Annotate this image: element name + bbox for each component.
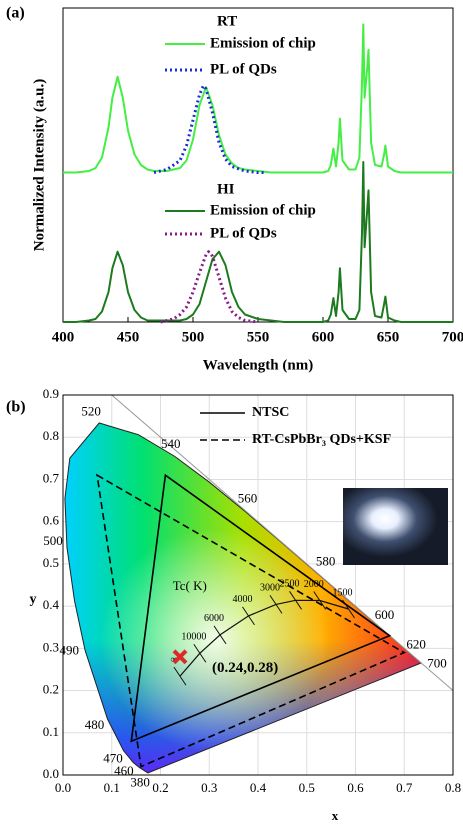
wavelength-label: 520 (81, 404, 101, 419)
wavelength-label: 480 (85, 717, 105, 732)
x-tick-label: 400 (52, 329, 75, 345)
legend-label: NTSC (252, 405, 289, 420)
y-tick-label: 0.2 (43, 682, 59, 697)
x-tick-label: 0.4 (250, 780, 267, 795)
y-tick-label: 0.9 (43, 386, 59, 401)
y-tick-label: 0.0 (43, 766, 59, 781)
x-tick-label: 0.3 (201, 780, 217, 795)
y-tick-label: 0.8 (43, 428, 59, 443)
x-tick-label: 0.6 (347, 780, 364, 795)
x-tick-label: 500 (182, 329, 205, 345)
y-tick-label: 0.4 (43, 597, 60, 612)
x-tick-label: 0.1 (104, 780, 120, 795)
wavelength-label: 490 (59, 643, 79, 658)
x-tick-label: 550 (247, 329, 270, 345)
inset-photo (343, 488, 448, 565)
legend-label: Emission of chip (210, 35, 316, 51)
legend-label: Emission of chip (210, 202, 316, 218)
y-tick-label: 0.6 (43, 513, 60, 528)
x-tick-label: 450 (117, 329, 140, 345)
y-tick-label: 0.3 (43, 639, 59, 654)
y-tick-label: 0.5 (43, 555, 59, 570)
x-axis-label: Wavelength (nm) (203, 357, 313, 373)
cct-label: 2500 (280, 579, 300, 590)
cct-label: 6000 (204, 613, 224, 624)
cct-title: Tc( K) (173, 578, 207, 593)
wavelength-label: 560 (238, 490, 258, 505)
color-point-label: (0.24,0.28) (212, 660, 278, 676)
x-tick-label: 700 (442, 329, 463, 345)
wavelength-label: 540 (161, 436, 181, 451)
plot-frame (63, 8, 453, 322)
y-tick-label: 0.1 (43, 724, 59, 739)
x-tick-label: 0.2 (152, 780, 168, 795)
figure: 400 450 500 550 600 650 700 RT HI Emission of chi… (0, 0, 463, 825)
legend-label: PL of QDs (210, 61, 277, 77)
wavelength-label: 500 (43, 533, 63, 548)
wavelength-label: 600 (375, 607, 395, 622)
panel-label: (a) (6, 5, 25, 22)
x-axis-label: x (332, 808, 339, 823)
wavelength-label: 580 (316, 553, 336, 568)
cct-label: 3000 (260, 583, 280, 594)
x-tick-label: 650 (377, 329, 400, 345)
wavelength-label: 700 (427, 656, 447, 671)
y-tick-label: 0.7 (43, 470, 60, 485)
x-tick-label: 0.8 (445, 780, 461, 795)
legend-label: PL of QDs (210, 225, 277, 241)
legend-title: HI (217, 181, 235, 197)
x-tick-label: 0.7 (396, 780, 413, 795)
y-axis-label: y (30, 592, 37, 607)
legend-label: RT-CsPbBr₃ QDs+KSF (252, 432, 391, 447)
x-tick-label: 0.0 (55, 780, 71, 795)
x-tick-label: 0.5 (299, 780, 315, 795)
legend-title: RT (217, 13, 237, 29)
cct-label: 4000 (232, 594, 252, 605)
y-axis-label: Normalized Intensity (a.u.) (31, 79, 47, 252)
cct-label: 10000 (181, 632, 206, 643)
wavelength-label: 620 (406, 636, 426, 651)
panel-label: (b) (6, 399, 26, 416)
x-tick-label: 600 (312, 329, 335, 345)
wavelength-label: 470 (103, 751, 123, 766)
spectrum-line (63, 162, 453, 322)
